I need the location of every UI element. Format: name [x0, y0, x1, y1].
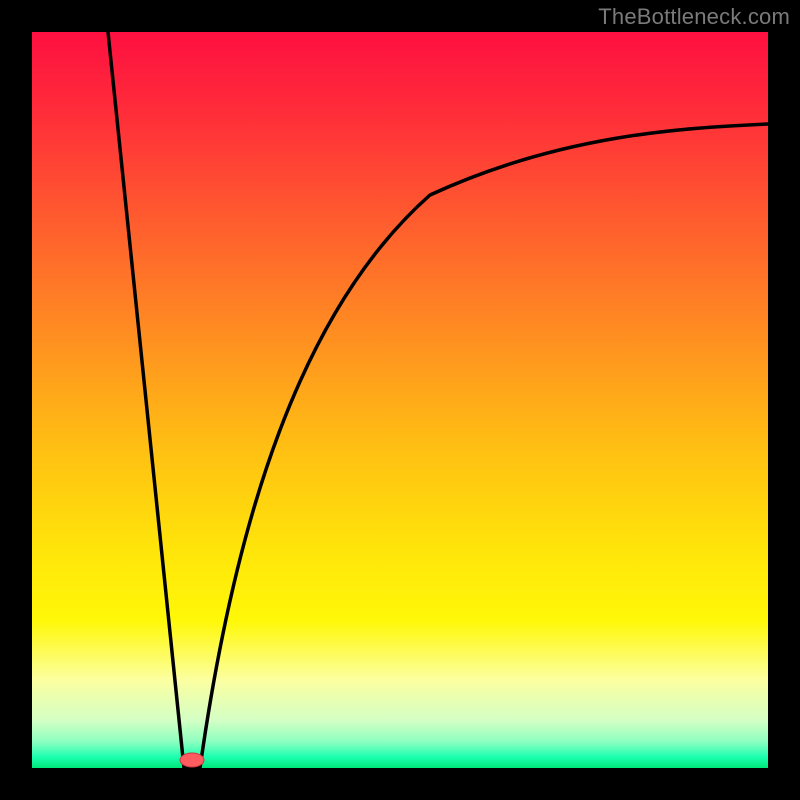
- figure-root: TheBottleneck.com: [0, 0, 800, 800]
- watermark-label: TheBottleneck.com: [598, 4, 790, 30]
- bottleneck-chart: [0, 0, 800, 800]
- plot-area-gradient-bg: [32, 32, 768, 768]
- optimal-point-marker: [180, 753, 204, 767]
